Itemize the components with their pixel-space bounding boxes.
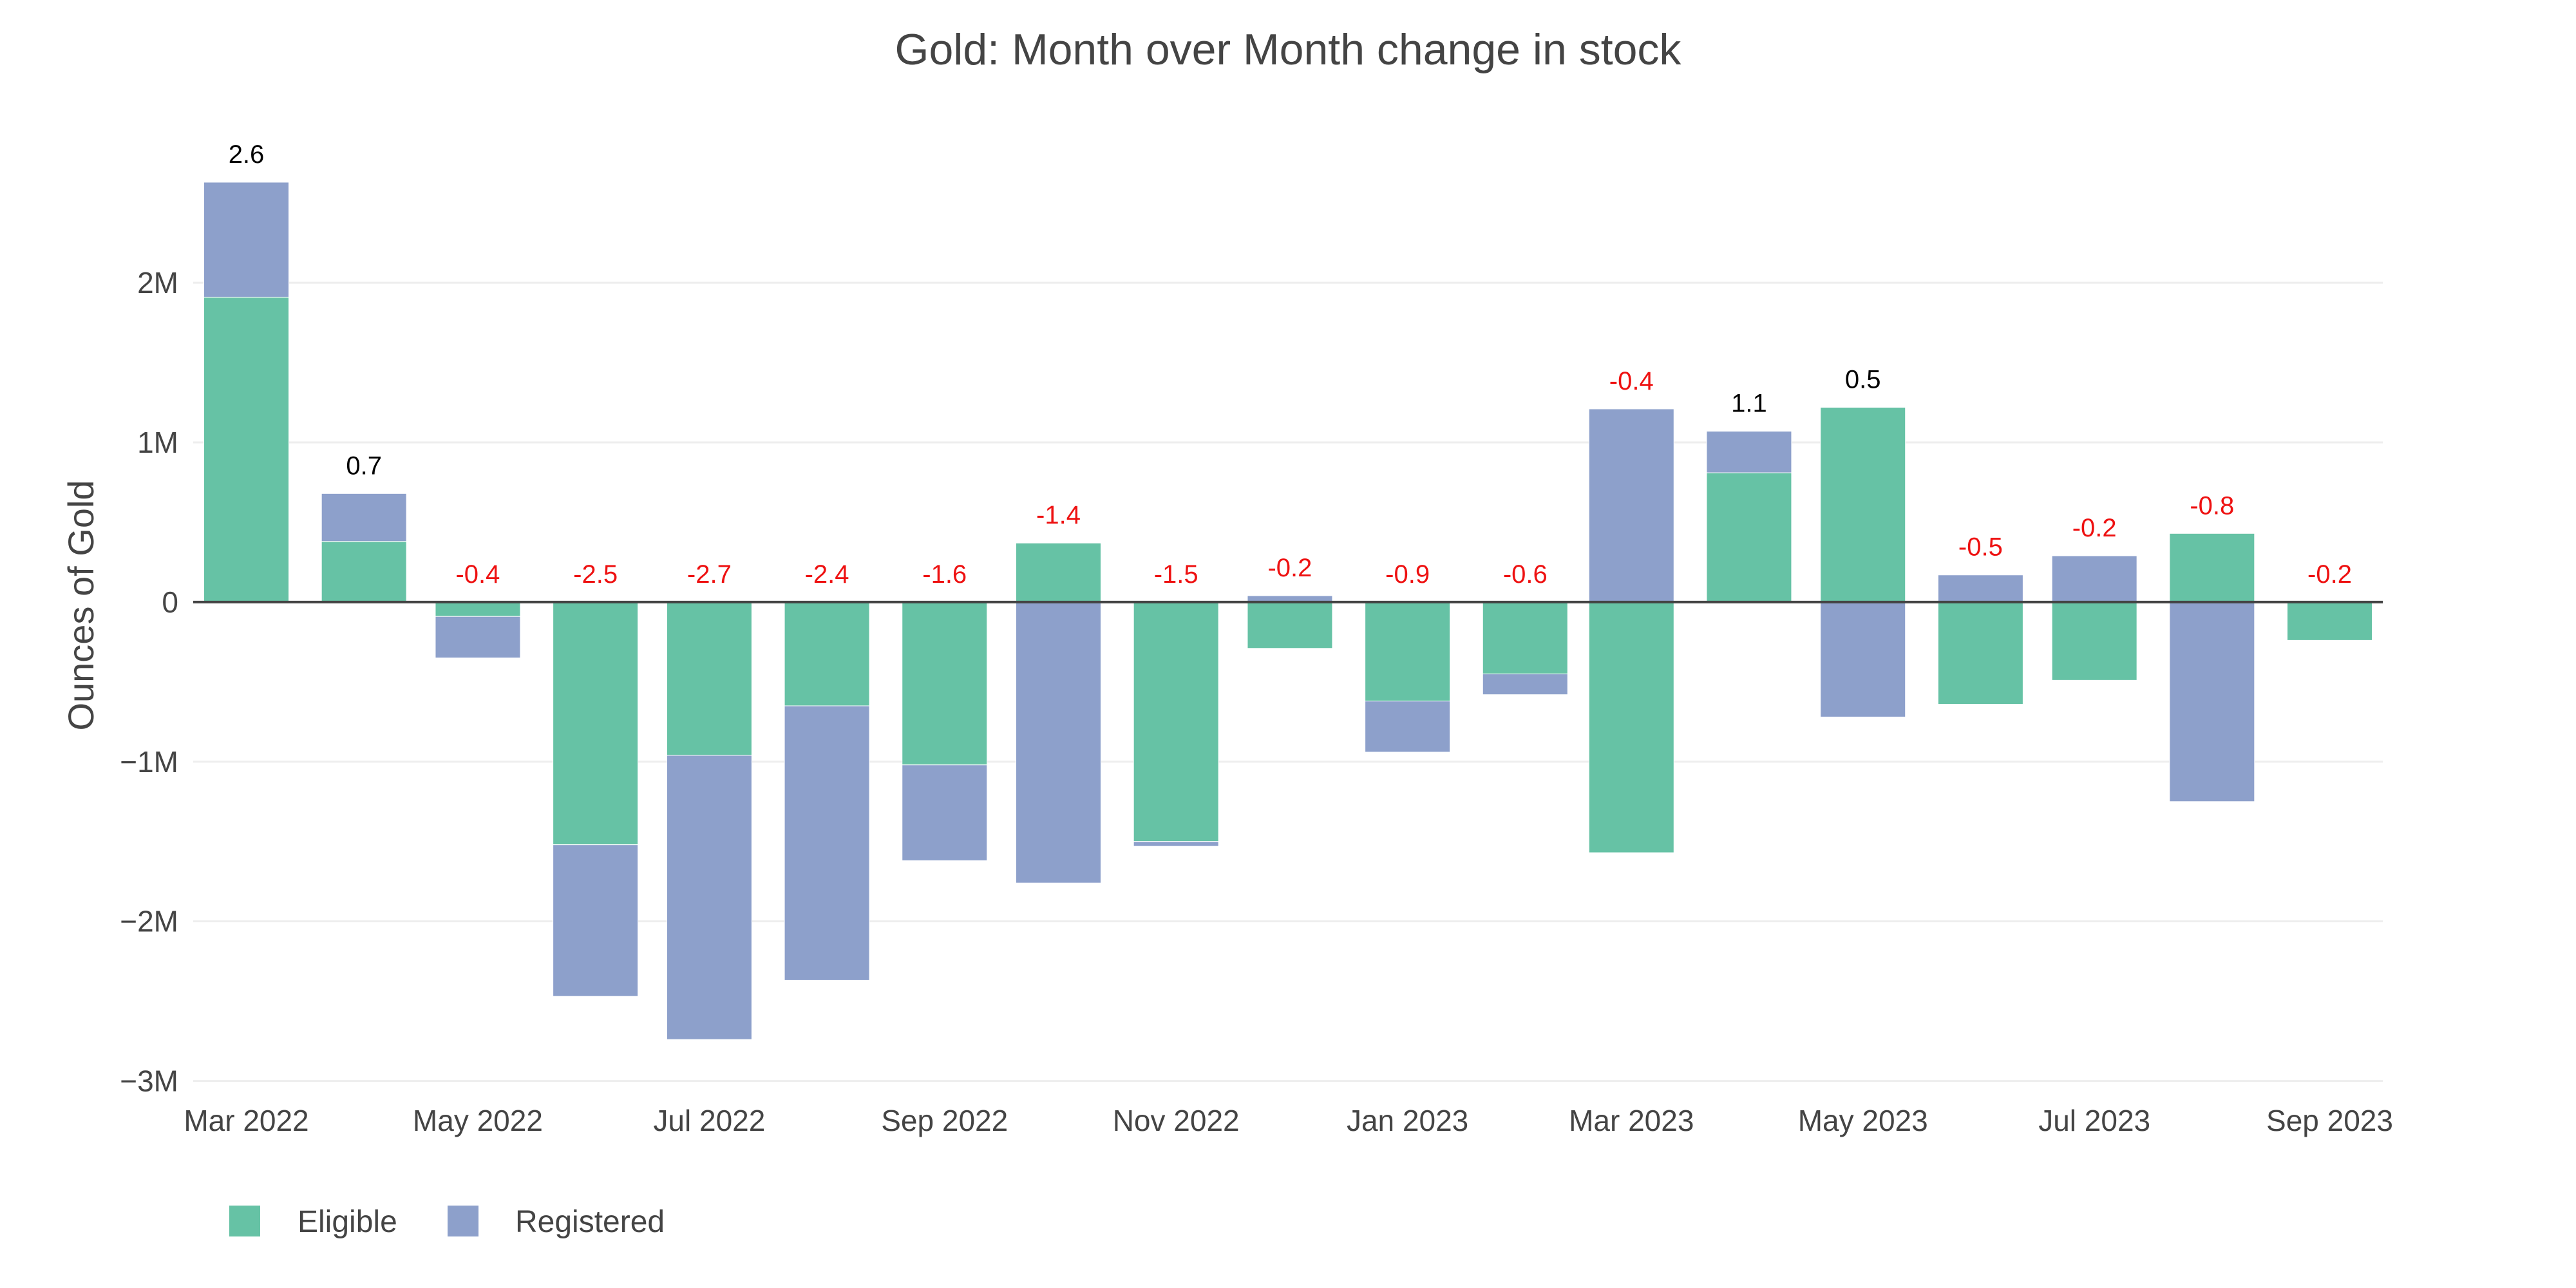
bar-eligible-2023-02-01[interactable] (1482, 601, 1568, 674)
bar-registered-2023-03-01[interactable] (1588, 408, 1674, 603)
bar-eligible-2022-09-01[interactable] (902, 601, 988, 766)
bar-registered-2023-01-01[interactable] (1365, 701, 1451, 753)
bar-registered-2023-07-01[interactable] (2051, 555, 2137, 603)
y-axis-ticks: 2M 1M 0 −1M −2M −3M (120, 266, 178, 1097)
bar-total-label: -0.4 (1609, 367, 1654, 395)
bar-registered-2022-05-01[interactable] (435, 616, 521, 659)
legend-item-registered[interactable]: Registered (448, 1205, 665, 1239)
y-axis-title: Ounces of Gold (61, 480, 101, 730)
bar-registered-2022-08-01[interactable] (784, 705, 870, 981)
bar-registered-2022-11-01[interactable] (1133, 841, 1219, 847)
legend-label-eligible[interactable]: Eligible (298, 1205, 397, 1239)
bar-eligible-2023-03-01[interactable] (1588, 601, 1674, 853)
bar-total-label: -2.5 (573, 560, 618, 589)
bar-total-label: -0.6 (1503, 560, 1548, 589)
legend-swatch-registered[interactable] (448, 1206, 478, 1236)
legend-swatch-eligible[interactable] (229, 1206, 260, 1236)
bar-registered-2023-05-01[interactable] (1820, 601, 1906, 717)
bar-total-label: -1.6 (922, 560, 967, 589)
bar-total-label: 0.7 (346, 451, 382, 480)
bar-total-label: -2.7 (687, 560, 732, 589)
x-tick-label: Nov 2022 (1113, 1104, 1240, 1137)
x-tick-label: May 2022 (413, 1104, 543, 1137)
y-tick-label: 1M (137, 426, 178, 459)
x-tick-label: Jul 2023 (2038, 1104, 2150, 1137)
x-tick-label: Mar 2023 (1569, 1104, 1694, 1137)
bar-total-label: -0.2 (1267, 554, 1312, 582)
bar-eligible-2022-04-01[interactable] (321, 541, 407, 603)
chart-title: Gold: Month over Month change in stock (895, 25, 1682, 74)
bar-eligible-2022-06-01[interactable] (553, 601, 639, 846)
bar-total-label: -0.2 (2307, 560, 2352, 589)
bar-total-label: -0.2 (2072, 514, 2117, 542)
bar-eligible-2023-01-01[interactable] (1365, 601, 1451, 702)
y-tick-label: 0 (162, 585, 178, 619)
bar-eligible-2022-03-01[interactable] (203, 296, 289, 603)
bar-total-label: 0.5 (1845, 365, 1881, 393)
bar-registered-2022-03-01[interactable] (203, 182, 289, 298)
bar-eligible-2023-04-01[interactable] (1706, 472, 1792, 603)
bar-eligible-2022-11-01[interactable] (1133, 601, 1219, 842)
bar-total-label: -0.4 (455, 560, 500, 589)
bar-total-label: 1.1 (1731, 390, 1767, 418)
x-tick-label: Sep 2023 (2266, 1104, 2393, 1137)
y-tick-label: −2M (120, 905, 178, 938)
bar-eligible-2022-07-01[interactable] (666, 601, 752, 756)
bar-eligible-2022-08-01[interactable] (784, 601, 870, 706)
bar-eligible-2023-07-01[interactable] (2051, 601, 2137, 681)
bar-registered-2022-09-01[interactable] (902, 764, 988, 861)
bar-total-label: -1.5 (1154, 560, 1198, 589)
legend-label-registered[interactable]: Registered (515, 1205, 665, 1239)
x-tick-label: May 2023 (1798, 1104, 1928, 1137)
bar-total-label: -0.9 (1385, 560, 1430, 589)
y-tick-label: −3M (120, 1065, 178, 1098)
bar-eligible-2023-05-01[interactable] (1820, 406, 1906, 603)
x-tick-label: Jul 2022 (653, 1104, 765, 1137)
x-tick-label: Sep 2022 (881, 1104, 1008, 1137)
x-axis-ticks: Mar 2022 May 2022 Jul 2022 Sep 2022 Nov 2022… (184, 1104, 2393, 1137)
bar-eligible-2022-12-01[interactable] (1247, 601, 1333, 649)
bars (203, 182, 2373, 1040)
x-tick-label: Mar 2022 (184, 1104, 308, 1137)
bar-registered-2023-08-01[interactable] (2169, 601, 2255, 802)
bar-total-labels: 2.6 0.7 -0.4 -2.5 -2.7 -2.4 -1.6 -1.4 -1.5 -0.2 -0… (229, 140, 2352, 589)
bar-total-label: -2.4 (805, 560, 849, 589)
bar-eligible-2022-05-01[interactable] (435, 601, 521, 617)
bar-registered-2023-04-01[interactable] (1706, 431, 1792, 473)
bar-total-label: -0.5 (1958, 533, 2003, 562)
bar-registered-2023-02-01[interactable] (1482, 673, 1568, 696)
x-tick-label: Jan 2023 (1347, 1104, 1468, 1137)
bar-total-label: -0.8 (2190, 491, 2234, 520)
bar-eligible-2023-06-01[interactable] (1937, 601, 2023, 705)
y-tick-label: −1M (120, 745, 178, 779)
bar-registered-2022-10-01[interactable] (1016, 601, 1101, 884)
bar-registered-2022-04-01[interactable] (321, 493, 407, 542)
bar-registered-2023-06-01[interactable] (1937, 574, 2023, 603)
y-tick-label: 2M (137, 266, 178, 299)
bar-total-label: 2.6 (229, 140, 265, 169)
legend-item-eligible[interactable]: Eligible (229, 1205, 397, 1239)
bar-total-label: -1.4 (1036, 501, 1081, 529)
bar-registered-2022-06-01[interactable] (553, 844, 639, 997)
bar-eligible-2023-08-01[interactable] (2169, 533, 2255, 603)
bar-registered-2022-07-01[interactable] (666, 755, 752, 1040)
legend[interactable]: Eligible Registered (229, 1205, 665, 1239)
bar-eligible-2023-09-01[interactable] (2287, 601, 2373, 641)
bar-eligible-2022-10-01[interactable] (1016, 542, 1101, 603)
